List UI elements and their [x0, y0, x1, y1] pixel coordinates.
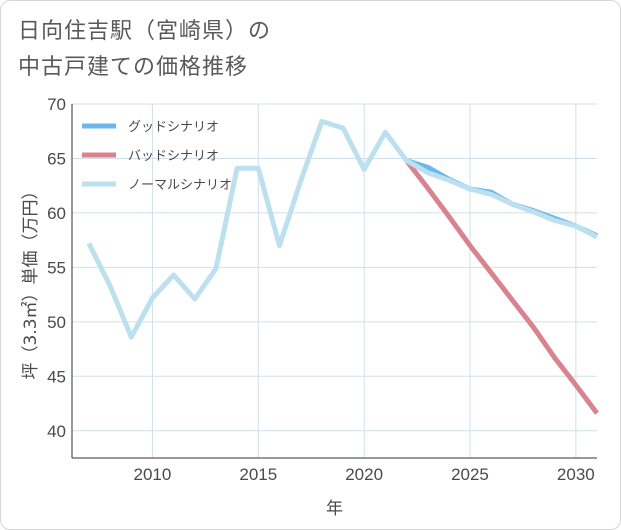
y-tick-label-55: 55	[47, 258, 66, 277]
y-tick-label-70: 70	[47, 95, 66, 114]
y-tick-label-65: 65	[47, 149, 66, 168]
y-tick-label-50: 50	[47, 313, 66, 332]
series-lines	[86, 118, 600, 415]
chart-title-line-2: 中古戸建ての価格推移	[18, 55, 249, 80]
x-tick-label-2025: 2025	[451, 465, 489, 484]
tick-labels: 40 45 50 55 60 65 70 2010 2015 2020 2025 2030	[47, 95, 595, 484]
axes	[71, 104, 597, 459]
chart-title-line-1: 日向住吉駅（宮崎県）の	[18, 19, 272, 44]
series-line-bad	[404, 159, 600, 415]
y-tick-label-60: 60	[47, 204, 66, 223]
legend-label-normal: ノーマルシナリオ	[128, 178, 232, 193]
y-axis-label: 坪（3.3㎡）単価（万円）	[21, 182, 41, 379]
y-tick-label-40: 40	[47, 422, 66, 441]
chart-title: 日向住吉駅（宮崎県）の 中古戸建ての価格推移	[18, 14, 271, 86]
legend-label-good: グッドシナリオ	[128, 120, 219, 135]
x-tick-label-2030: 2030	[557, 465, 595, 484]
series-line-normal	[86, 118, 599, 340]
x-tick-label-2015: 2015	[239, 465, 277, 484]
y-tick-label-45: 45	[47, 367, 66, 386]
x-tick-label-2010: 2010	[134, 465, 172, 484]
x-tick-label-2020: 2020	[345, 465, 383, 484]
legend-label-bad: バッドシナリオ	[128, 149, 219, 164]
x-axis-label: 年	[326, 499, 343, 519]
grid-lines	[72, 103, 597, 458]
